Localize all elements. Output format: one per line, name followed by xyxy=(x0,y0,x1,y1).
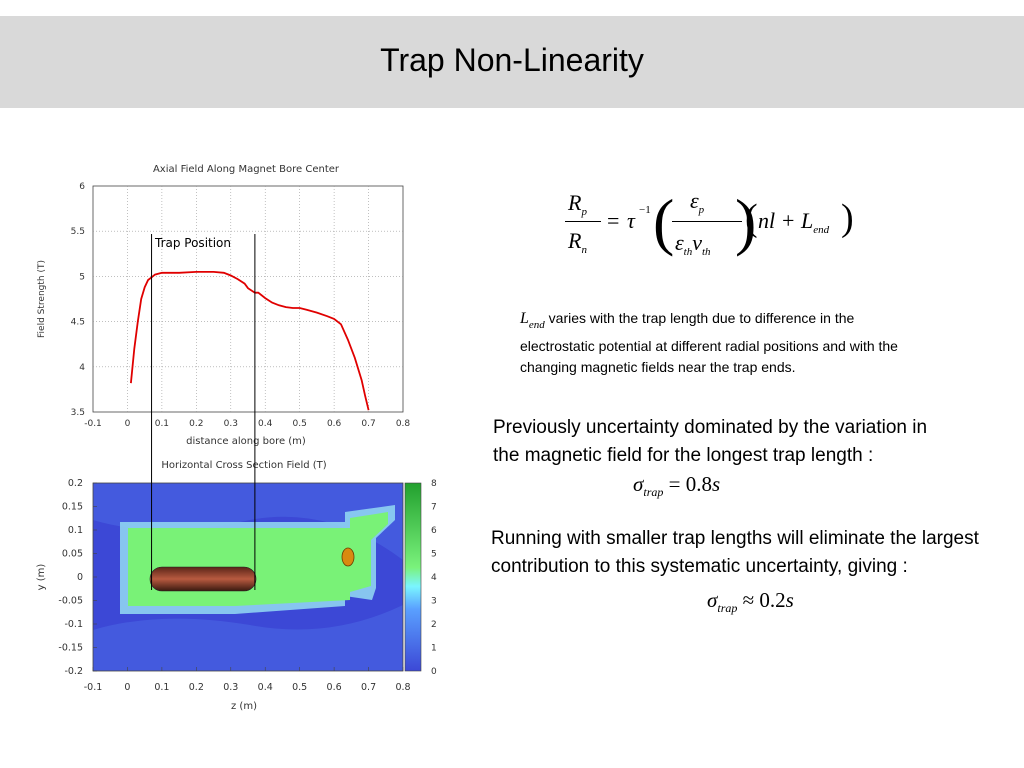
chart2-y-label: y (m) xyxy=(36,564,47,591)
chart1-x-tick-label: -0.1 xyxy=(84,419,102,429)
chart2-y-tick-label: -0.05 xyxy=(58,596,83,607)
colorbar-tick-label: 8 xyxy=(431,479,437,489)
chart1-y-tick-label: 4.5 xyxy=(71,318,85,328)
chart2-y-ticks: 0.2 0.15 0.1 0.05 0 -0.05 -0.1 -0.15 -0.2 xyxy=(58,478,97,677)
chart2-y-tick-label: -0.15 xyxy=(58,643,83,654)
paragraph-smaller-traps: Running with smaller trap lengths will e… xyxy=(491,528,979,577)
sigma-trap-previous: σtrap = 0.8s xyxy=(633,472,721,499)
chart2-y-tick-label: -0.1 xyxy=(64,619,83,630)
chart2-title: Horizontal Cross Section Field (T) xyxy=(161,460,326,471)
chart1-x-label: distance along bore (m) xyxy=(186,436,306,447)
colorbar-tick-label: 1 xyxy=(431,644,437,654)
formula-rp: R xyxy=(568,190,582,215)
trap-position-lines xyxy=(151,234,256,590)
chart2-x-tick-label: 0.7 xyxy=(361,682,376,693)
lend-note: Lend varies with the trap length due to … xyxy=(520,310,898,375)
chart1-y-ticks: 3.5 4 4.5 5 5.5 6 xyxy=(71,182,86,418)
colorbar-tick-label: 4 xyxy=(431,573,437,583)
chart2-x-tick-label: 0.1 xyxy=(154,682,169,693)
colorbar-tick-label: 5 xyxy=(431,550,437,560)
chart2-x-tick-label: 0 xyxy=(124,682,130,693)
colorbar-tick-label: 0 xyxy=(431,667,437,677)
chart1-x-tick-label: 0 xyxy=(125,419,131,429)
chart2-x-tick-label: 0.8 xyxy=(395,682,410,693)
chart1-y-tick-label: 6 xyxy=(79,182,85,192)
chart1-y-tick-label: 3.5 xyxy=(71,408,85,418)
chart1-x-ticks: -0.1 0 0.1 0.2 0.3 0.4 0.5 0.6 0.7 0.8 xyxy=(84,419,410,429)
title-bar xyxy=(0,16,1024,108)
chart2-x-ticks: -0.1 0 0.1 0.2 0.3 0.4 0.5 0.6 0.7 0.8 xyxy=(84,667,411,693)
sigma-trap-new: σtrap ≈ 0.2s xyxy=(707,588,794,615)
chart1-y-tick-label: 5.5 xyxy=(71,227,85,237)
chart2-x-tick-label: -0.1 xyxy=(84,682,103,693)
axial-field-chart: Axial Field Along Magnet Bore Center -0.… xyxy=(37,164,410,447)
chart1-series-line xyxy=(130,271,370,411)
chart2-x-tick-label: 0.6 xyxy=(327,682,342,693)
chart2-x-tick-label: 0.3 xyxy=(223,682,238,693)
heatmap-field xyxy=(93,483,403,671)
chart1-x-tick-label: 0.8 xyxy=(396,419,411,429)
chart1-x-tick-label: 0.2 xyxy=(189,419,203,429)
paragraph-previous-uncertainty: Previously uncertainty dominated by the … xyxy=(493,417,928,466)
chart2-y-tick-label: 0.15 xyxy=(62,502,83,513)
chart1-x-tick-label: 0.6 xyxy=(327,419,342,429)
chart2-x-tick-label: 0.5 xyxy=(292,682,307,693)
chart1-y-tick-label: 4 xyxy=(79,363,85,373)
chart2-x-tick-label: 0.4 xyxy=(258,682,273,693)
colorbar-tick-label: 3 xyxy=(431,597,437,607)
chart1-plot-area xyxy=(92,185,404,413)
chart1-x-tick-label: 0.7 xyxy=(361,419,375,429)
cross-section-chart: Horizontal Cross Section Field (T) -0.1 0… xyxy=(36,460,437,712)
chart1-x-tick-label: 0.4 xyxy=(258,419,273,429)
colorbar-tick-label: 7 xyxy=(431,503,437,513)
chart1-y-label: Field Strength (T) xyxy=(37,260,47,338)
chart2-y-tick-label: 0.2 xyxy=(68,478,83,489)
chart1-title: Axial Field Along Magnet Bore Center xyxy=(153,164,340,175)
chart2-y-tick-label: -0.2 xyxy=(64,666,83,677)
trap-position-annotation: Trap Position xyxy=(154,236,231,250)
chart2-x-tick-label: 0.2 xyxy=(189,682,204,693)
colorbar xyxy=(404,482,422,672)
chart1-y-tick-label: 5 xyxy=(79,272,85,282)
chart2-y-tick-label: 0.1 xyxy=(68,525,83,536)
colorbar-tick-label: 6 xyxy=(431,526,437,536)
chart1-x-tick-label: 0.5 xyxy=(293,419,307,429)
slide-title: Trap Non-Linearity xyxy=(380,42,644,78)
chart2-x-label: z (m) xyxy=(231,701,257,712)
chart1-x-tick-label: 0.1 xyxy=(155,419,169,429)
chart2-y-tick-label: 0 xyxy=(77,572,83,583)
chart1-x-tick-label: 0.3 xyxy=(224,419,238,429)
formula-rn: R xyxy=(568,228,582,253)
trap-ratio-formula: Rp Rn = τ −1 ( εp εthνth ) ( nl + Lend ) xyxy=(565,186,865,268)
chart2-y-tick-label: 0.05 xyxy=(62,549,83,560)
colorbar-ticks: 8 7 6 5 4 3 2 1 0 xyxy=(431,479,437,677)
chart1-grid xyxy=(93,186,403,412)
colorbar-tick-label: 2 xyxy=(431,620,437,630)
